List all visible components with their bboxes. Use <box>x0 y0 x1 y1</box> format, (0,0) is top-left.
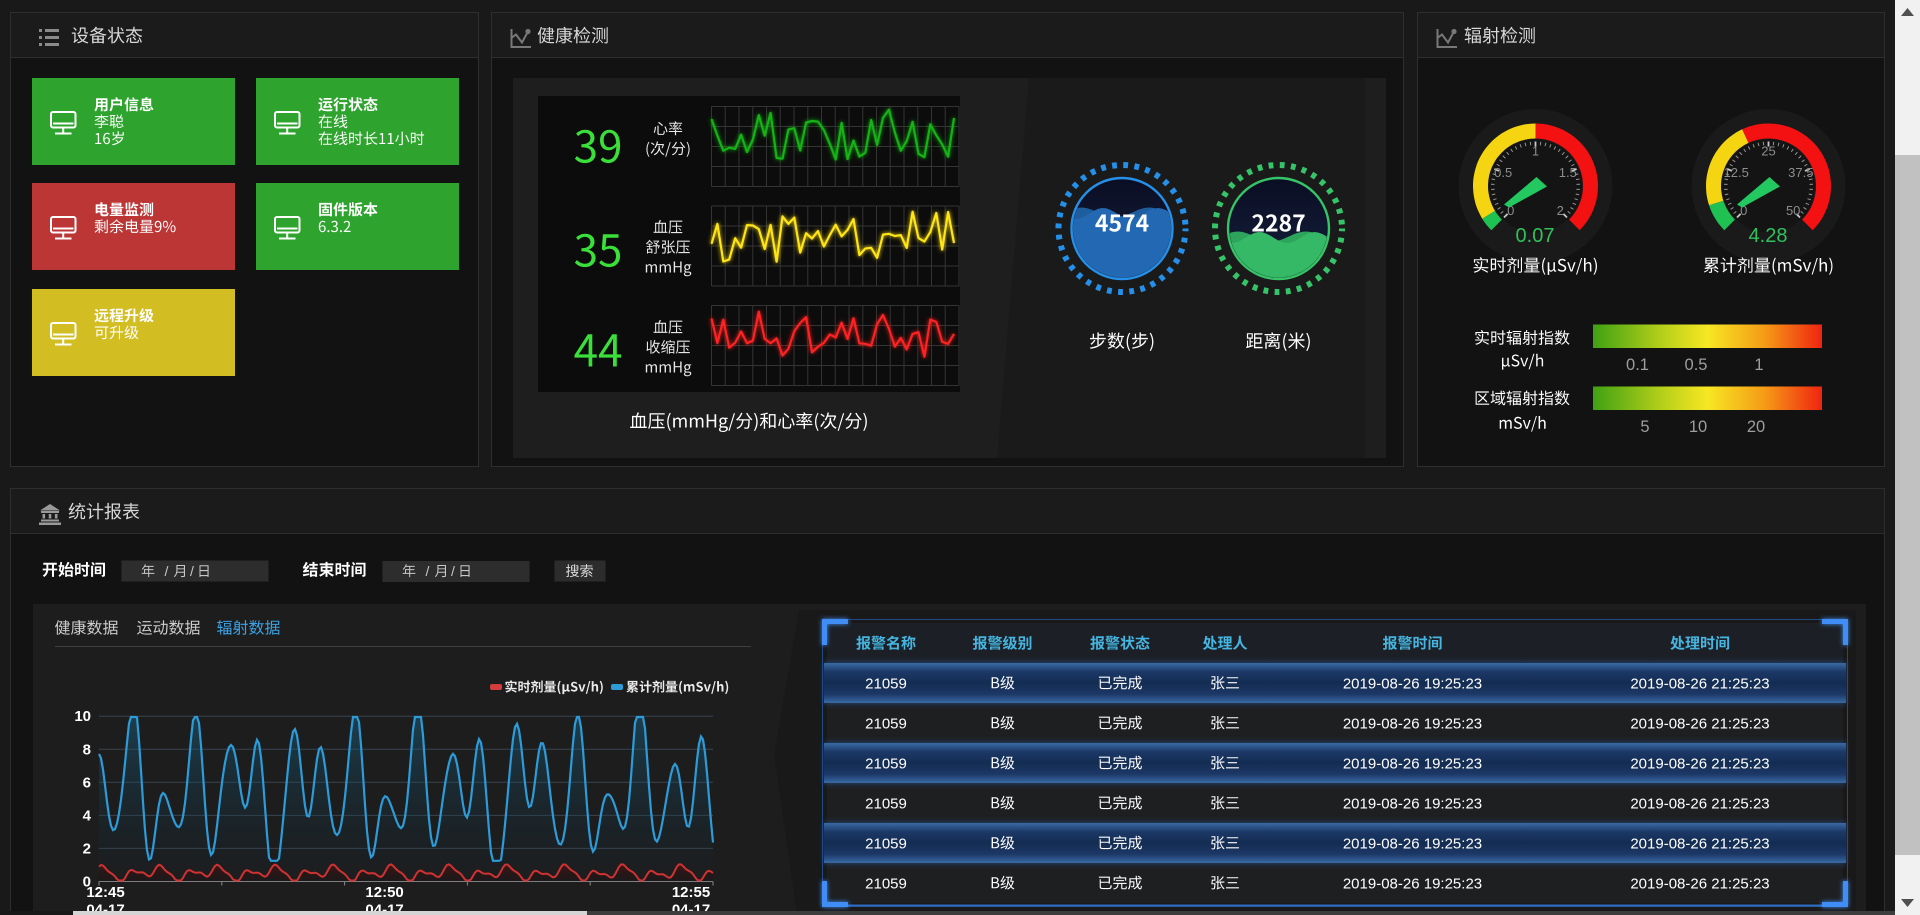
svg-text:/: / <box>426 563 430 579</box>
svg-text:0: 0 <box>1507 203 1514 218</box>
svg-text:0.5: 0.5 <box>1685 356 1708 374</box>
svg-text:20: 20 <box>1747 418 1765 436</box>
svg-text:0.07: 0.07 <box>1516 225 1555 247</box>
svg-text:10: 10 <box>1689 418 1707 436</box>
svg-text:1: 1 <box>1754 356 1763 374</box>
svg-text:0.1: 0.1 <box>1626 356 1649 374</box>
svg-text:/: / <box>165 563 169 579</box>
svg-text:25: 25 <box>1761 144 1775 159</box>
svg-text:/: / <box>190 563 194 579</box>
svg-text:0.5: 0.5 <box>1494 165 1512 180</box>
svg-text:50: 50 <box>1786 203 1800 218</box>
svg-text:12.5: 12.5 <box>1724 165 1749 180</box>
svg-text:5: 5 <box>1640 418 1649 436</box>
svg-text:/: / <box>451 563 455 579</box>
svg-text:1: 1 <box>1532 144 1539 159</box>
svg-text:1.5: 1.5 <box>1559 165 1577 180</box>
svg-text:4.28: 4.28 <box>1749 225 1788 247</box>
svg-text:37.5: 37.5 <box>1788 165 1813 180</box>
svg-text:2: 2 <box>1557 203 1564 218</box>
svg-text:0: 0 <box>1740 203 1747 218</box>
